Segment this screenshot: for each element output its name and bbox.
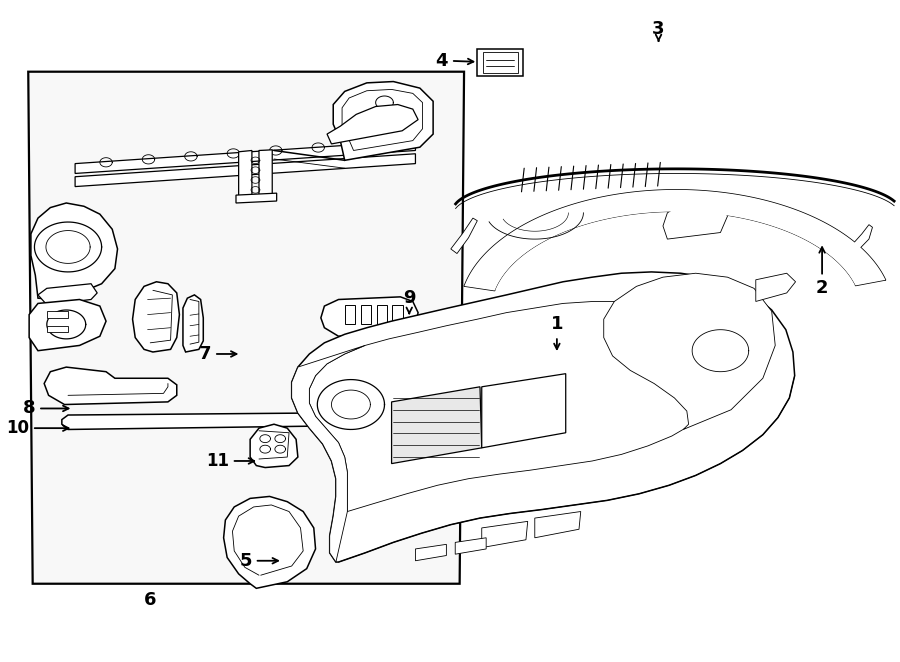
Polygon shape — [31, 203, 118, 299]
Polygon shape — [28, 71, 464, 584]
Polygon shape — [663, 203, 727, 239]
Polygon shape — [292, 272, 795, 562]
Polygon shape — [482, 52, 518, 73]
Polygon shape — [259, 150, 272, 199]
Polygon shape — [604, 273, 775, 430]
Polygon shape — [183, 295, 203, 352]
Polygon shape — [756, 273, 796, 301]
Polygon shape — [47, 311, 68, 318]
Polygon shape — [250, 424, 298, 467]
Text: 4: 4 — [436, 52, 473, 70]
Polygon shape — [292, 346, 365, 562]
Text: 2: 2 — [815, 247, 828, 297]
Polygon shape — [321, 297, 419, 336]
Polygon shape — [416, 544, 446, 561]
Polygon shape — [327, 105, 418, 144]
Polygon shape — [223, 496, 316, 589]
Polygon shape — [464, 190, 886, 291]
Polygon shape — [482, 373, 566, 448]
Polygon shape — [361, 305, 371, 324]
Polygon shape — [75, 140, 416, 173]
Text: 3: 3 — [652, 20, 665, 41]
Text: 5: 5 — [239, 551, 278, 570]
Polygon shape — [132, 282, 179, 352]
Polygon shape — [345, 305, 356, 324]
Polygon shape — [451, 218, 477, 254]
Polygon shape — [44, 367, 176, 404]
Text: 9: 9 — [403, 289, 416, 313]
Text: 10: 10 — [6, 419, 68, 437]
Polygon shape — [47, 326, 68, 332]
Polygon shape — [38, 284, 97, 305]
Polygon shape — [236, 193, 276, 203]
Polygon shape — [455, 538, 486, 554]
Polygon shape — [535, 512, 581, 538]
Text: 6: 6 — [144, 591, 157, 609]
Polygon shape — [238, 150, 252, 200]
Polygon shape — [477, 49, 523, 76]
Polygon shape — [62, 413, 312, 430]
Text: 7: 7 — [199, 345, 237, 363]
Text: 11: 11 — [206, 452, 254, 470]
Polygon shape — [29, 299, 106, 351]
Polygon shape — [392, 387, 482, 463]
Polygon shape — [333, 81, 433, 160]
Polygon shape — [376, 305, 387, 324]
Polygon shape — [75, 154, 416, 187]
Polygon shape — [392, 305, 403, 324]
Polygon shape — [482, 522, 527, 547]
Polygon shape — [851, 224, 872, 251]
Polygon shape — [342, 89, 422, 150]
Text: 8: 8 — [22, 399, 68, 418]
Text: 1: 1 — [551, 315, 563, 349]
